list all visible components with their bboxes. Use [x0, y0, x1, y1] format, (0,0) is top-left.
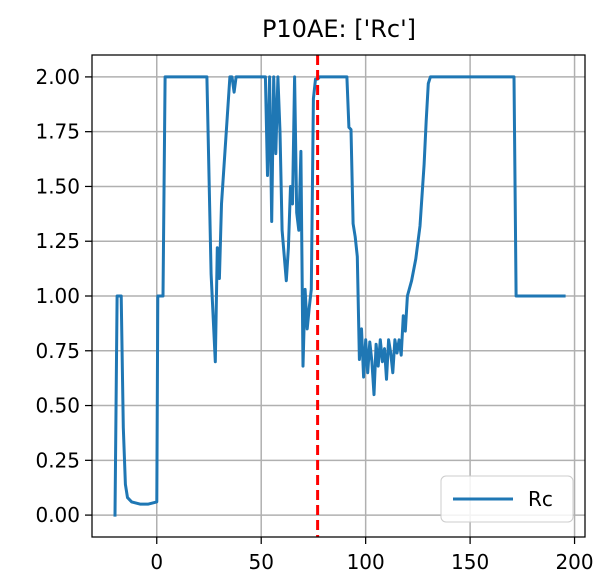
- x-tick-label: 50: [248, 550, 273, 574]
- y-axis: 0.00 0.25 0.50 0.75 1.00 1.25 1.50 1.75 2.00: [35, 65, 92, 527]
- y-tick-label: 1.00: [35, 284, 80, 308]
- y-tick-label: 1.25: [35, 229, 80, 253]
- legend-label-rc: Rc: [528, 487, 553, 511]
- y-tick-label: 0.50: [35, 394, 80, 418]
- y-tick-label: 0.25: [35, 448, 80, 472]
- series-layer: [113, 75, 566, 517]
- chart-title: P10AE: ['Rc']: [262, 15, 416, 43]
- y-tick-label: 1.75: [35, 120, 80, 144]
- x-tick-label: 0: [150, 550, 163, 574]
- y-tick-label: 0.00: [35, 503, 80, 527]
- series-line-rc: [113, 75, 566, 517]
- x-tick-label: 200: [555, 550, 593, 574]
- y-tick-label: 1.50: [35, 174, 80, 198]
- x-axis: 0 50 100 150 200: [150, 537, 594, 574]
- y-tick-label: 2.00: [35, 65, 80, 89]
- x-tick-label: 150: [451, 550, 489, 574]
- y-tick-label: 0.75: [35, 339, 80, 363]
- legend: Rc: [440, 475, 574, 523]
- x-tick-label: 100: [347, 550, 385, 574]
